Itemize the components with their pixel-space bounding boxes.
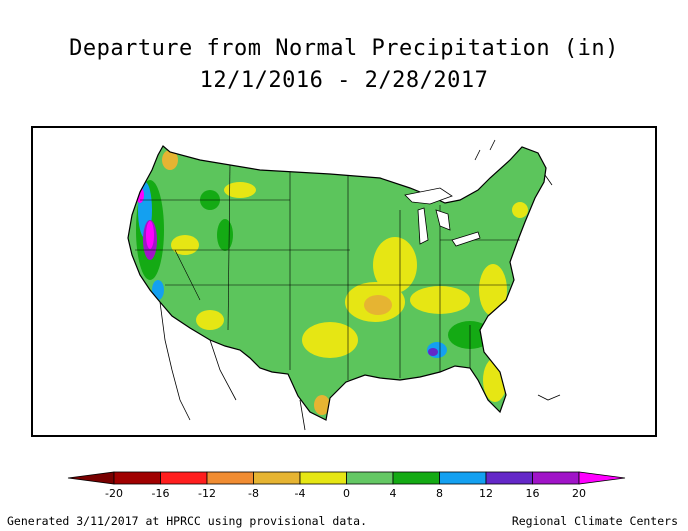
lake-huron <box>435 209 451 231</box>
lake-superior <box>404 187 453 205</box>
legend-bin <box>392 471 440 485</box>
legend-bin <box>485 471 533 485</box>
legend-tick-label: -20 <box>105 487 123 500</box>
legend-tick-label: 8 <box>436 487 443 500</box>
legend-tick-label: 16 <box>526 487 540 500</box>
legend-bin <box>160 471 208 485</box>
dry-patch-carolinas <box>479 264 507 316</box>
canada-islands <box>474 139 561 401</box>
legend-bin <box>253 471 301 485</box>
great-lakes <box>404 187 481 247</box>
legend-under-arrow <box>67 471 115 485</box>
wet-patch-sierra-core <box>146 221 154 249</box>
legend-tick-label: -4 <box>295 487 306 500</box>
us-outline <box>127 145 547 421</box>
dry-patch-new-england <box>512 202 528 218</box>
state-boundaries <box>135 164 520 380</box>
dry-patch-nevada <box>171 235 199 255</box>
lake-erie <box>451 231 481 247</box>
dry-patch-south-texas <box>314 395 330 415</box>
legend-tick-label: 20 <box>572 487 586 500</box>
legend-tick-label: 12 <box>479 487 493 500</box>
legend-tick-label: -16 <box>152 487 170 500</box>
dry-patch-arkansas-core <box>364 295 392 315</box>
wet-patch-idaho <box>217 219 233 251</box>
legend-over-arrow <box>578 471 626 485</box>
dry-patch-montana <box>224 182 256 198</box>
legend-tick-label: 0 <box>343 487 350 500</box>
map-date-range: 12/1/2016 - 2/28/2017 <box>199 68 489 93</box>
legend-bin <box>299 471 347 485</box>
dry-patch-washington <box>162 150 178 170</box>
wet-patch-north-florida-core <box>428 348 438 356</box>
generation-note: Generated 3/11/2017 at HPRCC using provi… <box>7 514 368 528</box>
dry-anomaly-patches <box>162 150 528 415</box>
legend-tick-label: -8 <box>248 487 259 500</box>
wet-patch-southern-california <box>152 280 164 300</box>
dry-patch-arizona <box>196 310 224 330</box>
legend-tick-label: -12 <box>198 487 216 500</box>
legend-bin <box>532 471 580 485</box>
legend-tick-label: 4 <box>390 487 397 500</box>
legend-bin <box>113 471 161 485</box>
legend-bin <box>346 471 394 485</box>
dry-patch-midwest <box>373 237 417 293</box>
map-title: Departure from Normal Precipitation (in) <box>69 36 619 61</box>
legend-bin <box>206 471 254 485</box>
lake-michigan <box>417 207 429 245</box>
legend-bin <box>439 471 487 485</box>
legend: -20 -16 -12 -8 -4 0 4 8 12 16 20 <box>67 471 626 500</box>
dry-patch-texas <box>302 322 358 358</box>
dry-patch-florida <box>483 358 507 402</box>
source-credit: Regional Climate Centers <box>511 514 678 528</box>
mexico-coastline <box>159 301 306 431</box>
